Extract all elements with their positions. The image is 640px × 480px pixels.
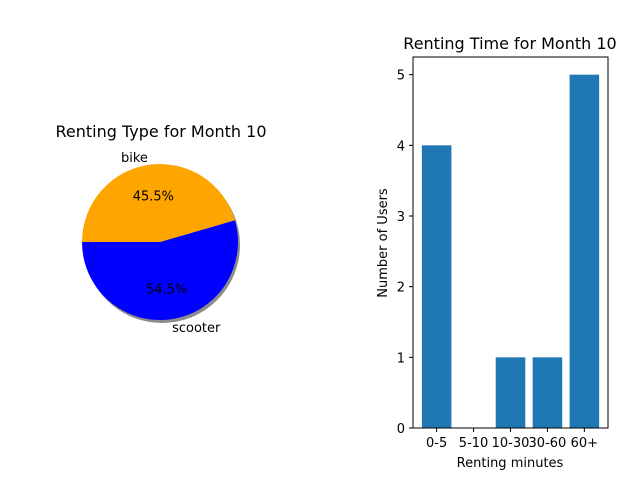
bar-0-5 (421, 145, 452, 428)
bar-title: Renting Time for Month 10 (403, 34, 616, 53)
x-tick-label: 30-60 (529, 436, 567, 451)
x-tick-label: 10-30 (492, 436, 530, 451)
y-axis-ticks: 0 1 2 3 4 5 (397, 69, 413, 437)
plot-frame (412, 56, 609, 429)
bar-chart: Renting Time for Month 10 0 1 2 3 4 5 0-5 5-10… (376, 34, 617, 471)
x-tick-label: 0-5 (426, 436, 447, 451)
x-axis-ticks: 0-5 5-10 10-30 30-60 60+ (426, 428, 598, 451)
pie-slice-bike (82, 164, 235, 242)
bar-series (421, 74, 600, 429)
y-tick-label: 5 (397, 69, 405, 84)
pie-slices: 54.5% scooter 45.5% bike (82, 151, 240, 336)
x-tick-label: 60+ (571, 436, 598, 451)
bar-30-60 (532, 357, 563, 428)
y-axis-label: Number of Users (376, 188, 391, 298)
y-tick-label: 1 (397, 351, 405, 366)
pie-pct-label-scooter: 54.5% (146, 282, 187, 297)
x-tick-label: 5-10 (459, 436, 489, 451)
bar-10-30 (495, 357, 526, 428)
pie-title: Renting Type for Month 10 (56, 122, 267, 141)
pie-category-label-bike: bike (121, 151, 148, 166)
pie-pct-label-bike: 45.5% (133, 190, 174, 205)
y-tick-label: 4 (397, 139, 405, 154)
y-tick-label: 2 (397, 281, 405, 296)
bar-60+ (569, 74, 600, 429)
pie-category-label-scooter: scooter (172, 321, 221, 336)
x-axis-label: Renting minutes (457, 456, 564, 471)
pie-slice-scooter (82, 220, 239, 321)
pie-chart: Renting Type for Month 10 54.5% scooter 45… (56, 122, 267, 336)
y-tick-label: 3 (397, 210, 405, 225)
y-tick-label: 0 (397, 422, 405, 437)
